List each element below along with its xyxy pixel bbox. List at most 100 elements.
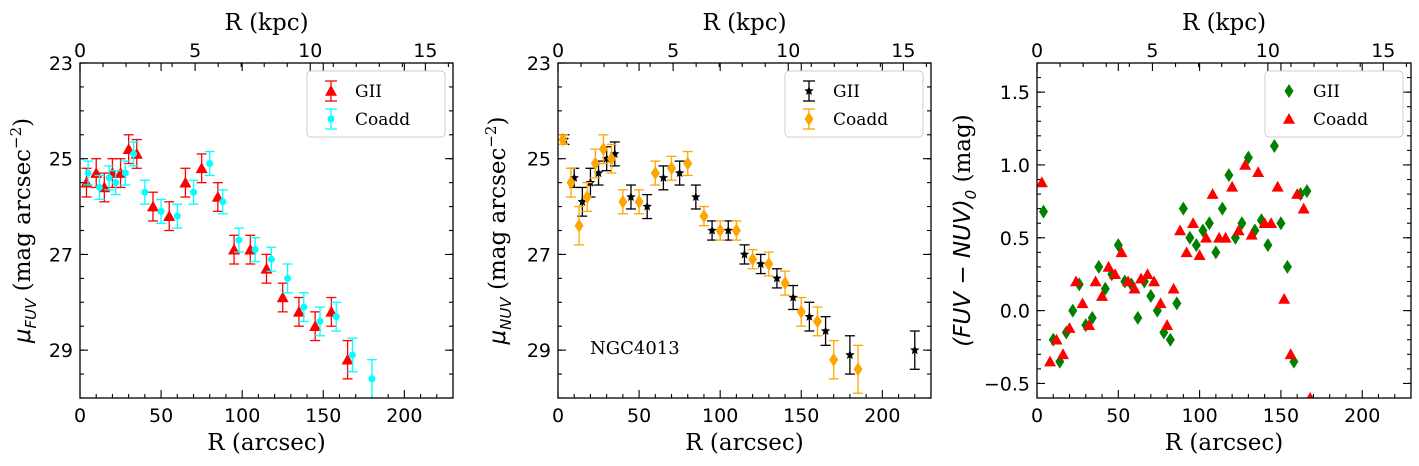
x2-tick-label: 0 xyxy=(1031,40,1043,62)
data-point xyxy=(853,362,863,377)
y-axis-title-sup: −2 xyxy=(7,127,25,149)
data-point xyxy=(1133,310,1143,325)
data-point xyxy=(1278,292,1291,304)
data-point xyxy=(1217,201,1227,216)
legend-box xyxy=(1264,70,1404,138)
data-point xyxy=(590,156,600,171)
y-axis-title-close: ) xyxy=(10,118,36,127)
y-tick-label: 23 xyxy=(49,53,73,75)
data-point xyxy=(772,273,782,283)
data-point xyxy=(173,212,181,220)
data-point xyxy=(764,257,774,271)
x2-axis-title: R (kpc) xyxy=(224,10,308,36)
data-point xyxy=(112,179,120,187)
data-point xyxy=(1219,231,1232,243)
data-point xyxy=(634,194,644,209)
plot-frame xyxy=(557,62,932,399)
data-point xyxy=(683,156,693,171)
data-point xyxy=(190,188,198,196)
data-point xyxy=(1302,184,1312,199)
y-tick-label: 27 xyxy=(527,244,551,266)
data-point xyxy=(235,236,243,244)
y-axis-title-tail: (mag arcsec xyxy=(10,149,36,299)
data-point xyxy=(1245,228,1258,240)
data-layer xyxy=(558,132,920,394)
data-point xyxy=(251,246,259,254)
y-axis-title: (FUV − NUV)0 (mag) xyxy=(950,114,980,346)
y-axis-title-main: μ xyxy=(485,330,511,346)
data-point xyxy=(1206,188,1219,199)
data-point xyxy=(1115,246,1128,258)
series-coadd xyxy=(83,141,377,398)
data-point xyxy=(219,198,227,206)
x-axis-title: R (arcsec) xyxy=(1165,430,1283,456)
data-point xyxy=(1232,224,1245,236)
data-point xyxy=(1306,392,1314,398)
data-point xyxy=(1154,297,1167,309)
y-axis-title: μNUV (mag arcsec−2) xyxy=(482,117,515,346)
data-point xyxy=(1167,282,1180,294)
data-point xyxy=(1191,238,1201,253)
y-tick-label: 27 xyxy=(49,244,73,266)
x2-tick-label: 10 xyxy=(776,40,800,62)
data-point xyxy=(667,161,677,176)
x-tick-label: 150 xyxy=(305,405,341,427)
data-point xyxy=(260,262,273,274)
x-tick-label: 200 xyxy=(864,405,900,427)
x-tick-label: 200 xyxy=(386,405,422,427)
data-point xyxy=(910,345,920,355)
legend-label: Coadd xyxy=(833,110,888,130)
data-layer xyxy=(80,134,377,398)
data-point xyxy=(1284,348,1297,360)
data-point xyxy=(739,249,750,259)
y-axis-title-sub: NUV xyxy=(497,296,515,330)
data-point xyxy=(1109,268,1122,279)
data-point xyxy=(1276,216,1286,231)
y-axis-title-close: ) xyxy=(485,117,511,126)
data-point xyxy=(582,190,592,204)
panel-nuv: 0 50 100 150 200 0 5 10 15 23 25 27 29 GII Coadd NGC401… xyxy=(482,10,932,456)
legend-marker xyxy=(1284,84,1294,98)
data-point xyxy=(626,192,636,202)
data-point xyxy=(1239,158,1252,170)
data-point xyxy=(1161,319,1174,330)
x2-tick-label: 10 xyxy=(1256,40,1280,62)
data-point xyxy=(1174,224,1187,236)
legend-label: GII xyxy=(1313,82,1340,102)
data-point xyxy=(1211,245,1221,260)
y-axis-title-main: μ xyxy=(10,329,36,345)
legend-marker xyxy=(804,112,814,126)
x2-tick-label: 15 xyxy=(891,40,915,62)
data-point xyxy=(228,243,241,255)
data-point xyxy=(300,303,308,311)
data-point xyxy=(755,259,766,269)
data-point xyxy=(267,255,275,263)
x-tick-label: 0 xyxy=(1031,405,1043,427)
data-point xyxy=(788,292,798,302)
data-point xyxy=(707,225,717,235)
legend-label: Coadd xyxy=(1313,110,1368,130)
data-point xyxy=(1068,303,1078,318)
y-tick-label: 25 xyxy=(49,149,73,171)
legend-label: GII xyxy=(833,82,860,102)
data-point xyxy=(1200,231,1213,243)
data-point xyxy=(316,317,324,325)
y-tick-label: 29 xyxy=(49,340,73,362)
data-point xyxy=(1083,319,1096,330)
data-point xyxy=(284,274,292,282)
x2-tick-label: 15 xyxy=(413,40,437,62)
data-point xyxy=(1044,355,1057,367)
data-point xyxy=(1089,275,1102,287)
y-axis-title-main: (FUV − NUV) xyxy=(950,199,976,346)
data-point xyxy=(796,304,806,319)
x-tick-label: 100 xyxy=(224,405,260,427)
x-tick-label: 50 xyxy=(149,405,173,427)
data-point xyxy=(130,150,138,158)
data-point xyxy=(618,194,628,209)
y-axis-title-tail: (mag arcsec xyxy=(485,148,511,298)
plot-frame xyxy=(79,62,454,399)
data-point xyxy=(804,311,815,321)
series-coadd xyxy=(1037,158,1314,398)
x-tick-label: 200 xyxy=(1344,405,1380,427)
